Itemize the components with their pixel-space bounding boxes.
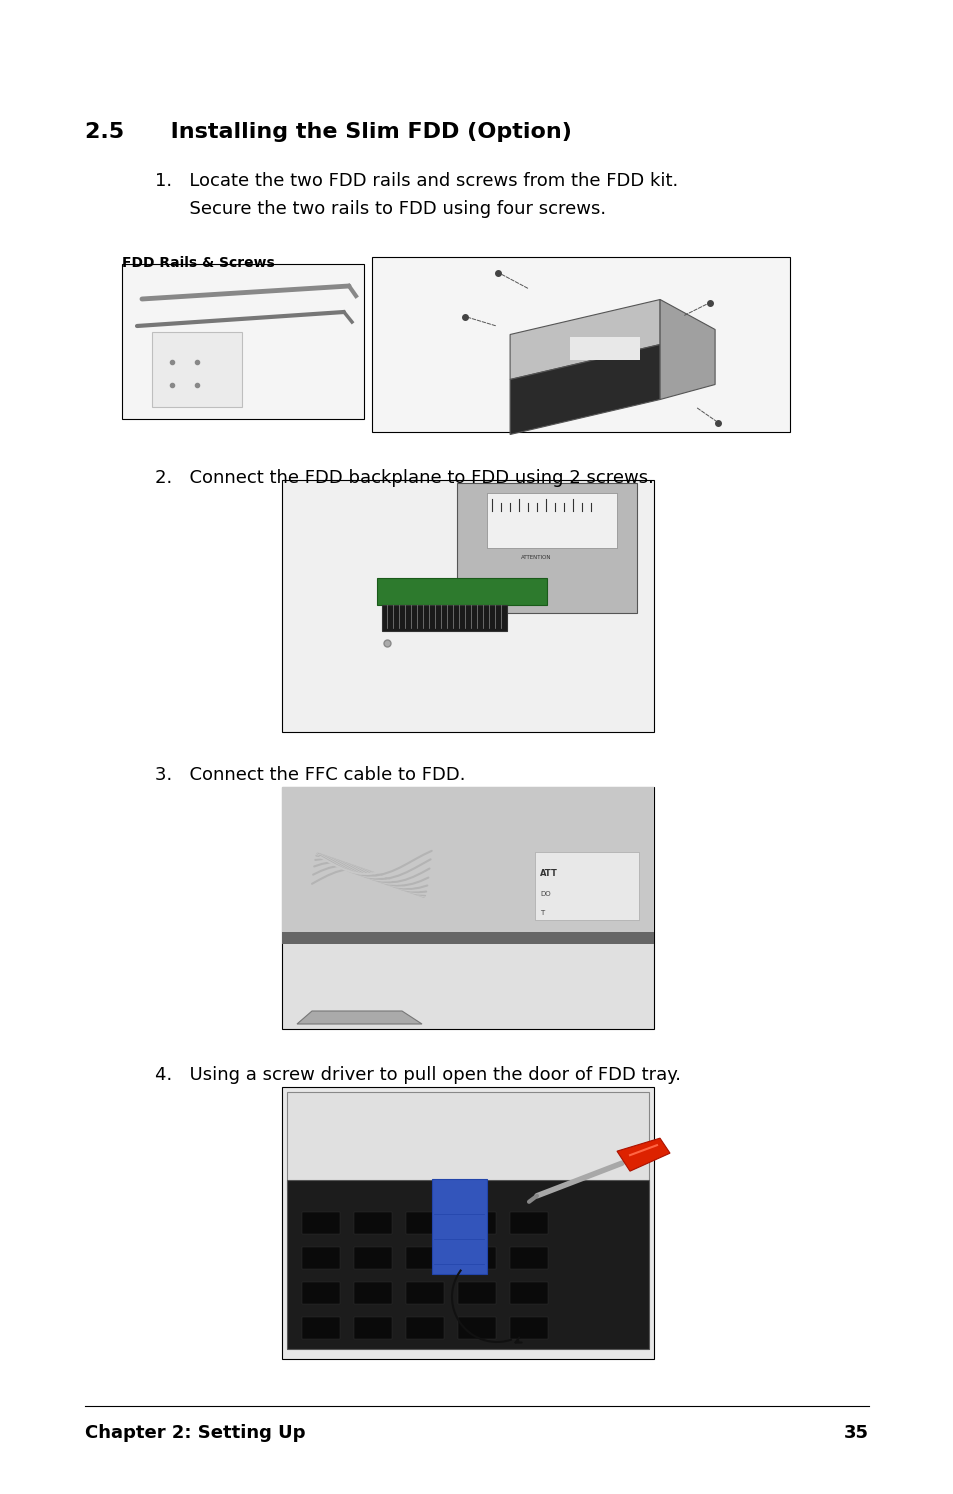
Text: Secure the two rails to FDD using four screws.: Secure the two rails to FDD using four s… xyxy=(154,200,605,218)
Text: 2.   Connect the FDD backplane to FDD using 2 screws.: 2. Connect the FDD backplane to FDD usin… xyxy=(154,469,653,487)
Bar xyxy=(372,257,789,432)
Bar xyxy=(432,1179,486,1274)
Text: ATT: ATT xyxy=(539,870,558,878)
Bar xyxy=(302,1247,339,1268)
Polygon shape xyxy=(617,1138,669,1171)
Bar xyxy=(354,1247,392,1268)
Bar xyxy=(510,1212,547,1234)
Bar xyxy=(302,1282,339,1304)
Bar xyxy=(354,1212,392,1234)
Bar xyxy=(406,1282,443,1304)
Text: 1.   Locate the two FDD rails and screws from the FDD kit.: 1. Locate the two FDD rails and screws f… xyxy=(154,172,678,190)
Polygon shape xyxy=(659,299,715,399)
Text: DO: DO xyxy=(539,890,550,896)
Bar xyxy=(457,1318,496,1339)
Bar xyxy=(287,1180,648,1349)
Bar xyxy=(354,1318,392,1339)
Bar xyxy=(510,1247,547,1268)
Bar xyxy=(152,332,242,406)
Polygon shape xyxy=(381,605,506,632)
Bar xyxy=(282,1088,654,1360)
Polygon shape xyxy=(456,484,636,614)
Text: Chapter 2: Setting Up: Chapter 2: Setting Up xyxy=(85,1424,305,1442)
Text: T: T xyxy=(539,910,543,916)
Bar xyxy=(535,853,639,920)
Bar xyxy=(406,1212,443,1234)
Polygon shape xyxy=(510,345,659,435)
Bar xyxy=(510,1282,547,1304)
Bar xyxy=(122,264,364,418)
Bar xyxy=(282,932,654,944)
Text: 4.   Using a screw driver to pull open the door of FDD tray.: 4. Using a screw driver to pull open the… xyxy=(154,1067,680,1085)
Bar xyxy=(354,1282,392,1304)
Bar xyxy=(282,787,654,944)
Text: ATTENTION: ATTENTION xyxy=(520,556,551,560)
Bar xyxy=(302,1318,339,1339)
Bar xyxy=(457,1282,496,1304)
Bar xyxy=(282,480,654,732)
Text: 3.   Connect the FFC cable to FDD.: 3. Connect the FFC cable to FDD. xyxy=(154,766,465,784)
Text: FDD Rails & Screws: FDD Rails & Screws xyxy=(122,255,274,270)
Bar xyxy=(287,1092,648,1191)
Bar xyxy=(282,787,654,1029)
Text: 2.5      Installing the Slim FDD (Option): 2.5 Installing the Slim FDD (Option) xyxy=(85,123,571,142)
Polygon shape xyxy=(376,578,546,605)
Text: 35: 35 xyxy=(843,1424,868,1442)
Bar xyxy=(302,1212,339,1234)
Bar xyxy=(406,1318,443,1339)
Bar xyxy=(510,1318,547,1339)
Bar xyxy=(406,1247,443,1268)
Bar xyxy=(457,1212,496,1234)
Bar xyxy=(457,1247,496,1268)
Polygon shape xyxy=(296,1011,421,1023)
Bar xyxy=(570,338,639,360)
Polygon shape xyxy=(510,299,659,379)
Bar xyxy=(486,493,616,548)
